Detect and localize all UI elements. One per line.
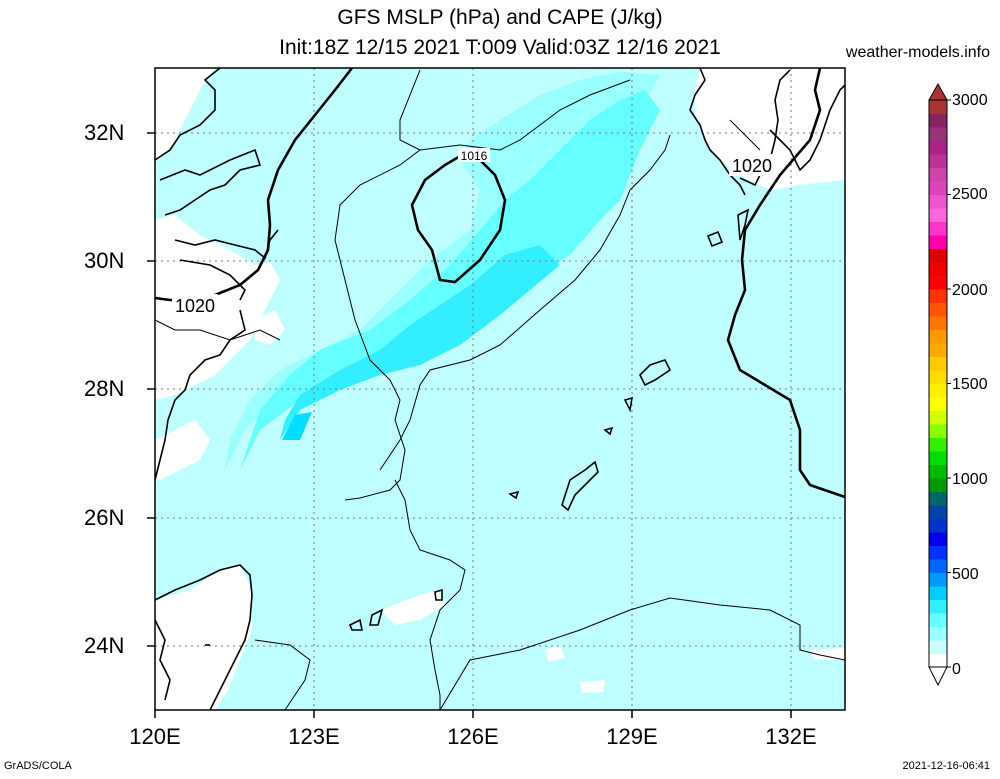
colorbar-segment [929,113,947,128]
colorbar-segment [929,167,947,182]
isobar-label-1020-east: 1020 [732,156,772,176]
colorbar-segment [929,329,947,344]
colorbar-segment [929,356,947,371]
colorbar-segment [929,586,947,600]
colorbar-segment [929,532,947,546]
colorbar-label-500: 500 [952,566,979,583]
colorbar-segment [929,599,947,614]
colorbar-segment [929,626,947,641]
colorbar-segment [929,410,947,425]
colorbar [928,82,951,687]
lat-label-26n: 26N [84,505,125,530]
colorbar-label-2000: 2000 [952,282,988,299]
lat-label-32n: 32N [84,120,125,145]
colorbar-segment [929,248,947,263]
isobar-label-box-1016 [458,148,490,162]
isobar-label-1016: 1016 [461,149,488,163]
colorbar-segment [929,451,947,465]
colorbar-segment [929,154,947,168]
lon-label-123e: 123E [288,724,340,749]
colorbar-segment [929,653,947,668]
colorbar-segment [929,302,947,317]
colorbar-segment [929,289,947,303]
colorbar-label-2500: 2500 [952,186,988,203]
colorbar-segment [929,545,947,560]
colorbar-segment [929,235,947,249]
colorbar-segment [929,194,947,209]
colorbar-segment [929,343,947,357]
chart-subtitle: Init:18Z 12/15 2021 T:009 Valid:03Z 12/1… [279,36,721,59]
lat-label-24n: 24N [84,633,125,658]
isobar-label-box-1020-east [729,154,775,176]
colorbar-segment [929,181,947,195]
colorbar-label-1000: 1000 [952,471,988,488]
colorbar-segment [929,208,947,222]
colorbar-segment [929,505,947,519]
colorbar-segment [929,572,947,587]
colorbar-max-arrow [928,82,948,101]
colorbar-segment [929,221,947,236]
coastlines [154,67,846,711]
colorbar-segment [929,100,947,114]
colorbar-segment [929,559,947,573]
colorbar-segment [929,424,947,438]
lat-label-30n: 30N [84,248,125,273]
colorbar-segment [929,437,947,452]
lon-label-132e: 132E [765,724,817,749]
site-credit: weather-models.info [845,44,990,61]
lon-label-129e: 129E [606,724,658,749]
chart-title: GFS MSLP (hPa) and CAPE (J/kg) [337,6,663,29]
colorbar-min-arrow [928,666,948,687]
colorbar-segment [929,518,947,533]
colorbar-segment [929,370,947,384]
colorbar-segment [929,316,947,330]
colorbar-label-0: 0 [952,661,961,678]
cape-shading [225,72,660,470]
colorbar-segment [929,262,947,276]
colorbar-segment [929,397,947,411]
footer-left: GrADS/COLA [4,760,72,772]
colorbar-segment [929,140,947,155]
isobar-label-box-1020-west [172,294,218,316]
isobars-thin [154,69,846,711]
colorbar-segment [929,478,947,492]
colorbar-segment [929,613,947,627]
isobar-label-1020-west: 1020 [175,296,215,316]
footer-right: 2021-12-16-06:41 [902,760,990,772]
lon-label-120e: 120E [129,724,181,749]
colorbar-segment [929,275,947,290]
axis-ticks [147,132,792,718]
colorbar-label-3000: 3000 [952,92,988,109]
colorbar-segment [929,491,947,506]
colorbar-segment [929,464,947,479]
colorbar-segment [929,383,947,398]
colorbar-segment [929,640,947,654]
colorbar-label-1500: 1500 [952,376,988,393]
colorbar-segment [929,127,947,141]
lon-label-126e: 126E [447,724,499,749]
lat-label-28n: 28N [84,376,125,401]
